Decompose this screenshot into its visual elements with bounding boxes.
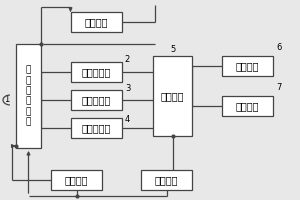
Bar [222,96,273,116]
Text: 电流传感器: 电流传感器 [81,67,111,77]
Text: 2: 2 [125,54,130,64]
Text: 1: 1 [4,96,9,104]
Text: 用电系统: 用电系统 [84,17,108,27]
Text: 报警装置: 报警装置 [236,101,259,111]
Bar [70,12,122,32]
Text: 7: 7 [276,83,282,92]
Text: 5: 5 [171,45,176,53]
Text: 锂
离
子
电
池
组: 锂 离 子 电 池 组 [26,66,31,127]
Bar [153,56,192,136]
Bar [141,170,192,190]
Bar [70,90,122,110]
Text: 控制系统: 控制系统 [161,91,184,101]
Text: 温度传感器: 温度传感器 [81,123,111,133]
Text: 4: 4 [125,114,130,123]
Bar [51,170,102,190]
Text: 显示装置: 显示装置 [236,61,259,71]
Text: 电压采集器: 电压采集器 [81,95,111,105]
Bar [16,44,41,148]
Text: 充电装置: 充电装置 [65,175,88,185]
Bar [70,118,122,138]
Bar [222,56,273,76]
Text: 6: 6 [276,44,282,52]
Bar [70,62,122,82]
Text: 3: 3 [125,84,130,93]
Text: 制动系统: 制动系统 [155,175,178,185]
